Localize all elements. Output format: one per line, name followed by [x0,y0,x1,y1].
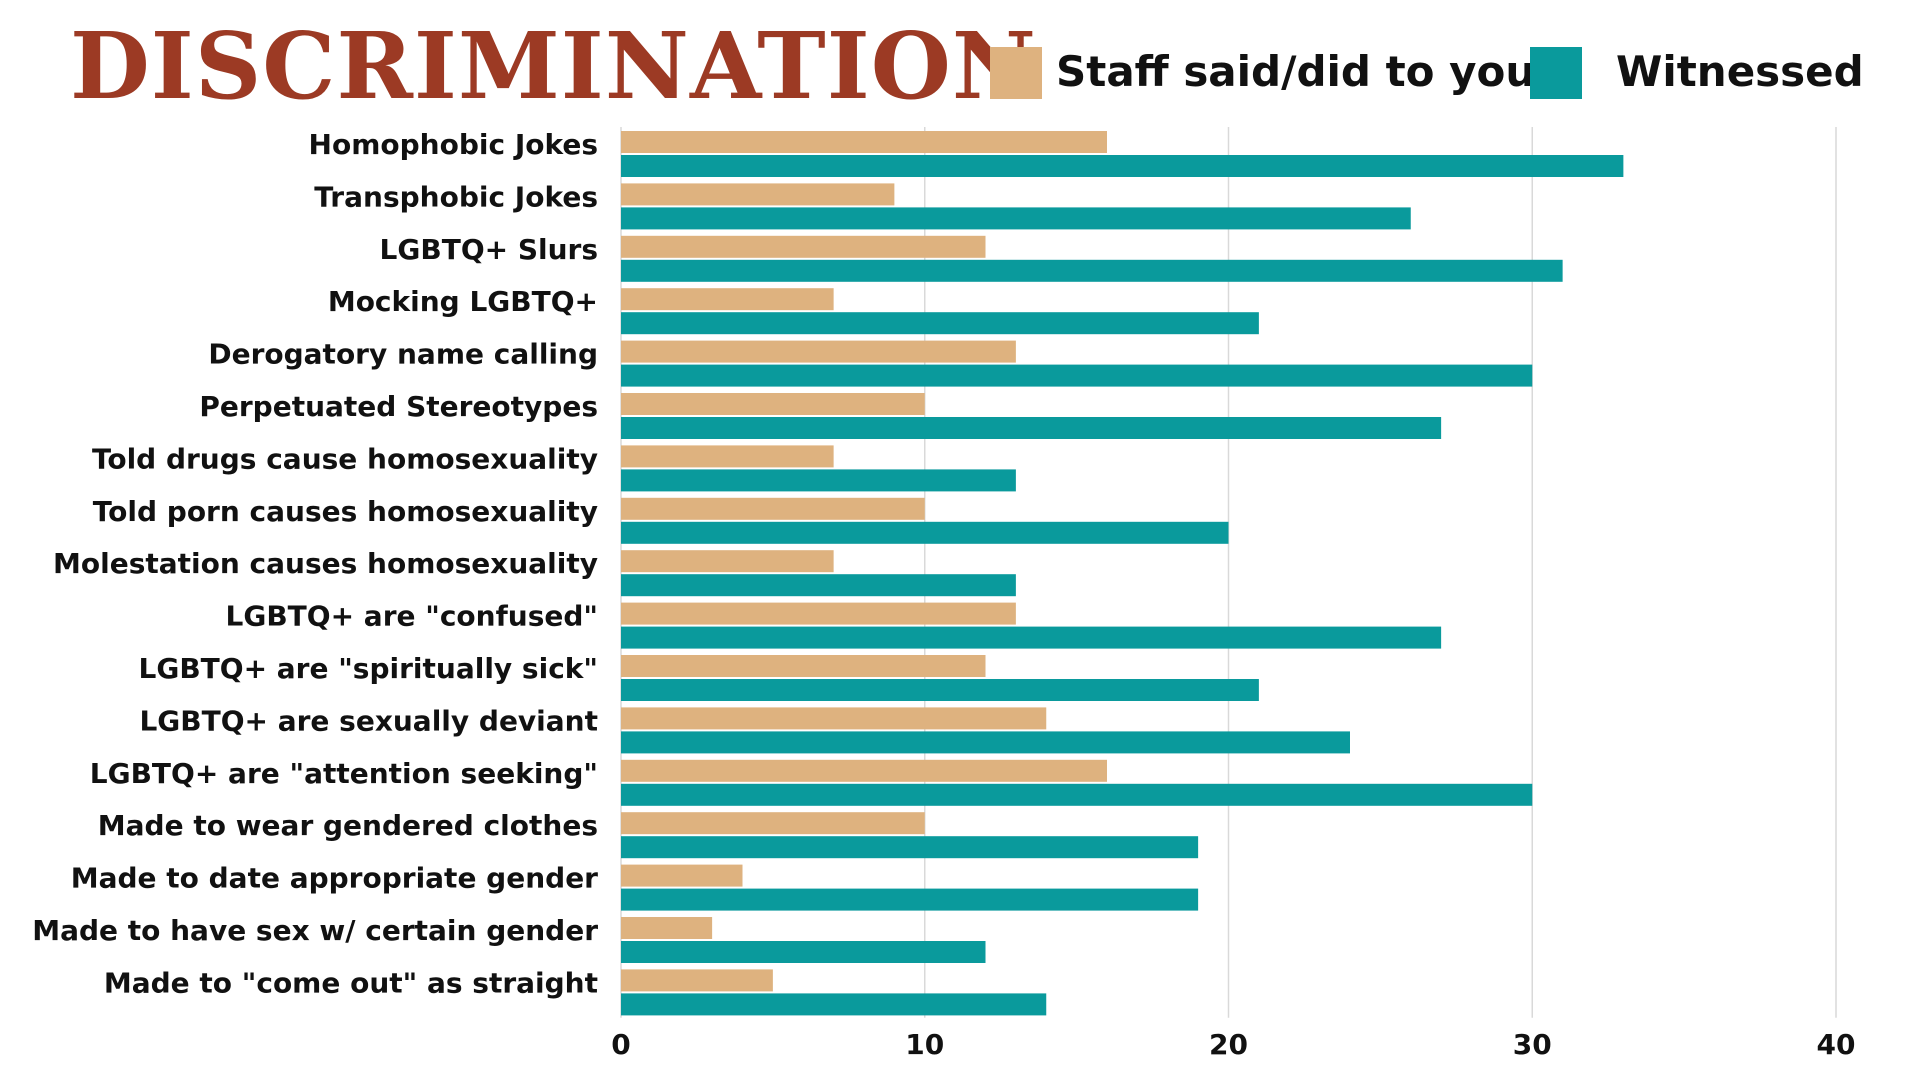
category-label: Made to date appropriate gender [71,862,598,895]
bar-witnessed [621,888,1199,911]
category-label: Made to "come out" as straight [104,966,598,999]
bar-witnessed [621,364,1533,387]
bar-staff [621,707,1047,730]
x-tick-label: 10 [905,1028,944,1061]
bar-staff [621,917,713,939]
bars-layer [621,131,1624,1016]
bar-staff [621,340,1016,363]
bar-staff [621,864,743,887]
bar-witnessed [621,312,1259,335]
x-tick-label: 0 [611,1028,630,1061]
category-label: LGBTQ+ are sexually deviant [139,704,598,737]
bar-witnessed [621,417,1442,439]
bar-staff [621,393,925,415]
category-label: Mocking LGBTQ+ [328,285,598,318]
bar-witnessed [621,941,986,963]
x-axis-ticks: 0 10 20 30 40 [611,1028,1855,1061]
bar-staff [621,288,834,311]
bar-staff [621,969,773,992]
chart-title: DISCRIMINATION [70,12,1037,120]
category-label: Molestation causes homosexuality [53,547,598,580]
bar-witnessed [621,469,1016,492]
bar-witnessed [621,574,1016,597]
bar-staff [621,655,986,677]
bar-staff [621,235,986,258]
category-label: LGBTQ+ are "attention seeking" [90,757,598,790]
category-label: Derogatory name calling [208,338,598,371]
bar-witnessed [621,783,1533,806]
category-label: Made to wear gendered clothes [98,809,598,842]
bar-staff [621,550,834,573]
bar-staff [621,602,1016,625]
legend-label-staff: Staff said/did to you [1056,47,1535,96]
bar-witnessed [621,207,1411,230]
legend: Staff said/did to you Witnessed [990,47,1864,99]
category-label: Transphobic Jokes [314,180,598,213]
category-label: Perpetuated Stereotypes [199,390,598,423]
category-label: LGBTQ+ Slurs [380,233,598,266]
bar-witnessed [621,679,1259,701]
legend-swatch-witnessed [1530,47,1582,99]
category-labels: Homophobic Jokes Transphobic Jokes LGBTQ+ … [32,128,598,999]
bar-witnessed [621,155,1624,177]
bar-staff [621,183,895,206]
category-label: Told porn causes homosexuality [93,495,598,528]
bar-witnessed [621,993,1047,1016]
category-label: Told drugs cause homosexuality [92,442,598,475]
bar-staff [621,759,1107,782]
category-label: Made to have sex w/ certain gender [32,914,598,947]
bar-staff [621,445,834,468]
category-label: LGBTQ+ are "spiritually sick" [139,652,599,685]
bar-witnessed [621,731,1350,754]
legend-label-witnessed: Witnessed [1616,47,1864,96]
legend-swatch-staff [990,47,1042,99]
bar-witnessed [621,626,1442,649]
category-label: LGBTQ+ are "confused" [226,600,598,633]
x-tick-label: 20 [1209,1028,1248,1061]
bar-staff [621,131,1107,153]
bar-staff [621,497,925,520]
category-label: Homophobic Jokes [309,128,598,161]
x-tick-label: 30 [1513,1028,1552,1061]
bar-staff [621,812,925,835]
bar-witnessed [621,836,1199,859]
bar-witnessed [621,259,1563,282]
x-tick-label: 40 [1817,1028,1856,1061]
bar-witnessed [621,521,1229,544]
